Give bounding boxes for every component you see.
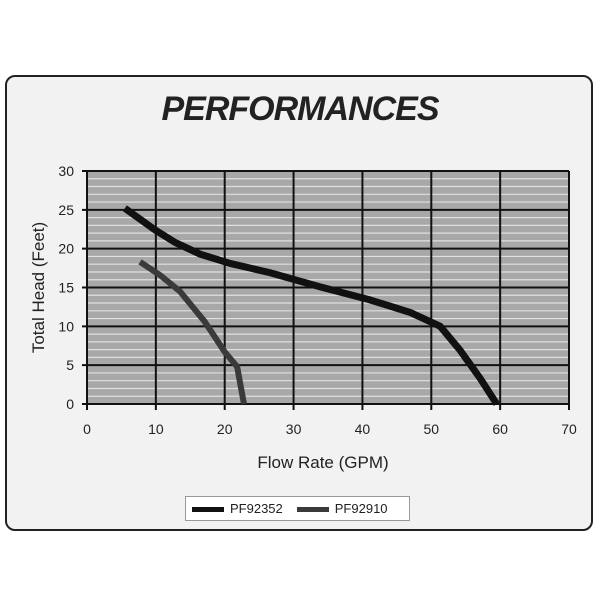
x-tick-label: 20 <box>217 421 233 437</box>
y-tick-label: 20 <box>58 241 74 257</box>
y-tick-label: 15 <box>58 280 74 296</box>
legend-label-0: PF92352 <box>230 501 283 516</box>
y-tick-label: 5 <box>66 357 74 373</box>
legend-item-1: PF92910 <box>296 501 388 516</box>
legend-label-1: PF92910 <box>334 501 388 516</box>
x-tick-label: 0 <box>83 421 91 437</box>
y-tick-label: 30 <box>58 163 74 179</box>
y-tick-label: 0 <box>66 396 74 412</box>
chart-title: PERFORMANCES <box>161 90 439 128</box>
legend-item-0: PF92352 <box>192 501 283 516</box>
series-line-PF92910 <box>138 259 247 405</box>
x-tick-label: 40 <box>355 421 371 437</box>
x-tick-label: 60 <box>492 421 508 437</box>
y-tick-label: 10 <box>58 318 74 334</box>
legend: PF92352 PF92910 <box>185 496 410 521</box>
y-tick-label: 25 <box>58 202 74 218</box>
series-line-PF92352 <box>122 205 500 406</box>
x-tick-label: 50 <box>423 421 439 437</box>
legend-swatch-0 <box>192 507 224 513</box>
x-tick-label: 70 <box>561 421 577 437</box>
x-axis-label: Flow Rate (GPM) <box>257 453 388 472</box>
x-tick-label: 30 <box>286 421 302 437</box>
y-axis-label: Total Head (Feet) <box>29 222 48 353</box>
legend-swatch-1 <box>296 507 329 513</box>
x-tick-label: 10 <box>148 421 164 437</box>
